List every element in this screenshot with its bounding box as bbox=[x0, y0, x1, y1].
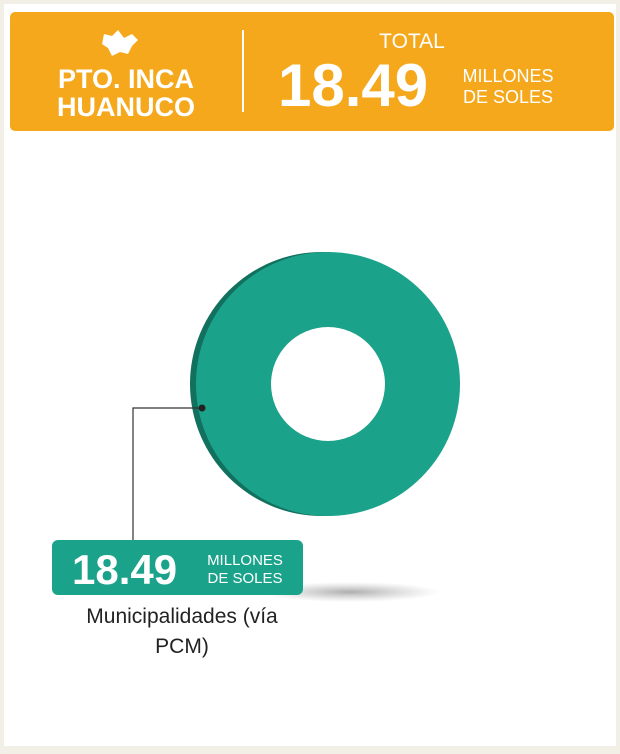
header bbox=[10, 12, 614, 131]
leader-dot bbox=[198, 404, 206, 412]
data-label: 18.49 bbox=[72, 546, 177, 593]
donut-hole bbox=[271, 327, 385, 441]
total-unit: DE SOLES bbox=[463, 87, 553, 107]
total-value: 18.49 bbox=[278, 52, 428, 119]
value-unit: DE SOLES bbox=[207, 570, 282, 587]
region-icon bbox=[102, 30, 138, 56]
value-box bbox=[52, 540, 303, 595]
region-name: PTO. INCA bbox=[58, 64, 194, 94]
region-name: HUANUCO bbox=[57, 92, 195, 122]
category-label: Municipalidades (vía PCM) bbox=[86, 605, 278, 658]
value-unit: MILLONES bbox=[207, 552, 283, 569]
total-unit: MILLONES bbox=[462, 66, 553, 86]
total-label: TOTAL bbox=[379, 30, 445, 53]
leader-line bbox=[132, 407, 202, 542]
donut-slice bbox=[196, 252, 460, 516]
shadow bbox=[260, 582, 440, 602]
